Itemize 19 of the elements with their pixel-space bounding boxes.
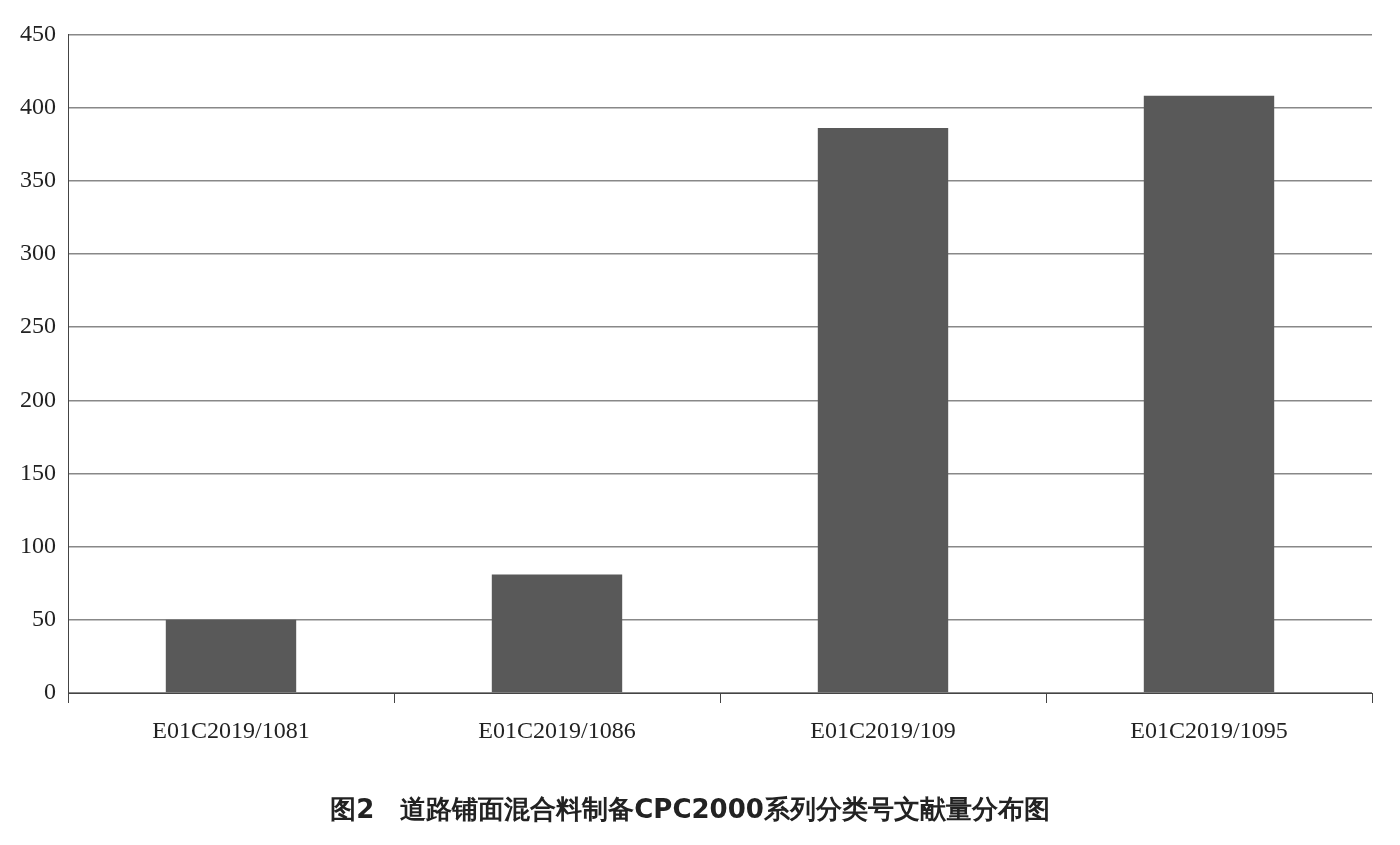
x-tick-label: E01C2019/1095 — [1130, 716, 1288, 743]
y-tick-label: 450 — [20, 19, 56, 46]
x-tick-label: E01C2019/1086 — [478, 716, 636, 743]
bar — [165, 619, 297, 693]
y-tick-label: 0 — [44, 678, 56, 705]
text: 图2 道路铺面混合料制备CPC2000系列分类号文献量分布图 — [330, 794, 1050, 825]
bar — [817, 128, 949, 693]
x-tick-label: E01C2019/1081 — [152, 716, 310, 743]
y-tick-label: 50 — [32, 605, 56, 632]
y-tick-label: 200 — [20, 385, 56, 412]
y-tick-label: 250 — [20, 312, 56, 339]
x-tick-label: E01C2019/109 — [810, 716, 956, 743]
bar — [491, 574, 623, 693]
y-tick-label: 100 — [20, 531, 56, 558]
y-tick-label: 300 — [20, 239, 56, 266]
bar — [1143, 95, 1275, 693]
y-tick-label: 400 — [20, 92, 56, 119]
y-tick-label: 350 — [20, 166, 56, 193]
y-tick-label: 150 — [20, 458, 56, 485]
